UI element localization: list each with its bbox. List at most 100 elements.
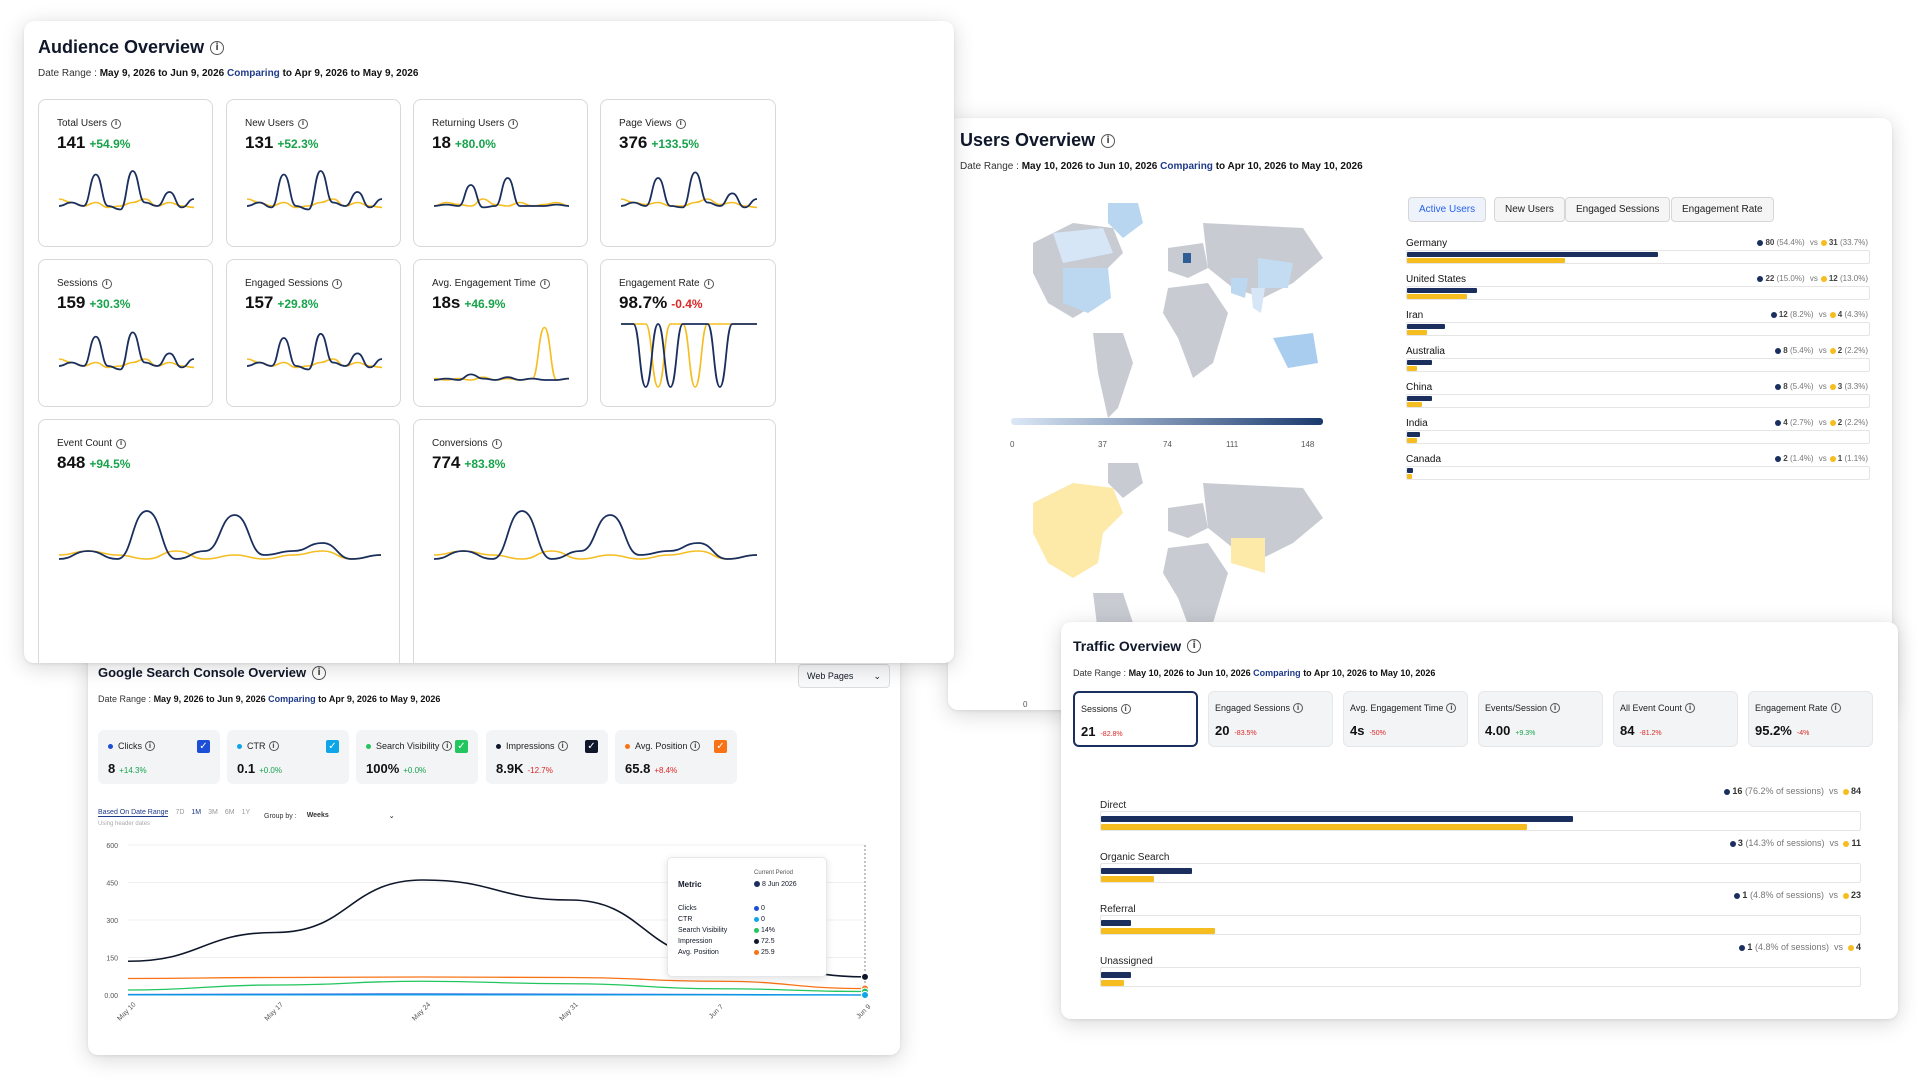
page-type-dropdown[interactable]: Web Pages ⌄	[798, 664, 890, 688]
traffic-metric-tile[interactable]: Engagement Rate i 95.2% -4%	[1748, 691, 1873, 747]
series-point[interactable]	[861, 991, 869, 999]
metric-label-wrap: Returning Users i	[432, 118, 519, 129]
vs-label: vs	[1818, 382, 1827, 391]
info-icon[interactable]: i	[101, 278, 112, 289]
checkbox-icon[interactable]: ✓	[197, 740, 210, 753]
tooltip-date: 8 Jun 2026	[754, 881, 797, 888]
range-tab-date[interactable]: Based On Date Range	[98, 809, 169, 817]
country-row[interactable]: India 4 (2.7%) vs 2 (2.2%)	[1406, 418, 1870, 450]
range-tab-1m[interactable]: 1M	[191, 809, 202, 816]
search-metric-tile[interactable]: Avg. Position i ✓ 65.8 +8.4%	[615, 730, 737, 784]
info-icon[interactable]: i	[312, 665, 327, 680]
bar-track	[1406, 250, 1870, 264]
metric-tile[interactable]: Returning Users i 18 +80.0%	[413, 99, 588, 247]
range-tab-3m[interactable]: 3M	[208, 809, 218, 816]
checkbox-icon[interactable]: ✓	[455, 740, 468, 753]
info-icon[interactable]: i	[1830, 703, 1841, 713]
metric-label: Page Views	[619, 118, 672, 129]
info-icon[interactable]: i	[1685, 703, 1696, 713]
dot-icon	[1829, 419, 1836, 426]
info-icon[interactable]: i	[116, 438, 127, 449]
metric-tile[interactable]: New Users i 131 +52.3%	[226, 99, 401, 247]
tab-new-users[interactable]: New Users	[1494, 197, 1565, 222]
metric-change: +80.0%	[454, 137, 496, 151]
info-icon[interactable]: i	[539, 278, 550, 289]
tooltip-row-label: Avg. Position	[678, 949, 719, 956]
group-by-select[interactable]: Weeks ⌄	[307, 812, 395, 820]
source-row[interactable]: Unassigned 1 (4.8% of sessions) vs 4	[1100, 942, 1861, 994]
metric-tile[interactable]: Page Views i 376 +133.5%	[600, 99, 776, 247]
audience-header: Audience Overview i Date Range : May 9, …	[38, 37, 418, 79]
search-metric-tile[interactable]: Impressions i ✓ 8.9K -12.7%	[486, 730, 608, 784]
tab-active-users[interactable]: Active Users	[1408, 197, 1487, 222]
dot-icon	[1842, 892, 1849, 899]
metric-tile[interactable]: Event Count i 848 +94.5%	[38, 419, 400, 663]
sparkline-current	[434, 177, 569, 209]
info-icon[interactable]: i	[268, 741, 279, 751]
info-icon[interactable]: i	[491, 438, 502, 449]
dot-icon	[1724, 788, 1731, 795]
map-germany	[1183, 253, 1191, 263]
checkbox-icon[interactable]: ✓	[585, 740, 598, 753]
info-icon[interactable]: i	[703, 278, 714, 289]
tab-engagement-rate[interactable]: Engagement Rate	[1671, 197, 1774, 222]
dot-icon	[1770, 311, 1777, 318]
metric-label-wrap: Event Count i	[57, 438, 127, 449]
traffic-metric-tile[interactable]: Sessions i 21 -82.8%	[1073, 691, 1198, 747]
metric-tile[interactable]: Engaged Sessions i 157 +29.8%	[226, 259, 401, 407]
source-row[interactable]: Referral 1 (4.8% of sessions) vs 23	[1100, 890, 1861, 942]
source-row[interactable]: Organic Search 3 (14.3% of sessions) vs 11	[1100, 838, 1861, 890]
info-icon[interactable]: i	[675, 118, 686, 129]
date-range-comparing: Comparing	[1160, 161, 1213, 172]
range-tab-1y[interactable]: 1Y	[241, 809, 251, 816]
info-icon[interactable]: i	[508, 118, 519, 129]
traffic-metric-tile[interactable]: Avg. Engagement Time i 4s -50%	[1343, 691, 1468, 747]
metric-tile[interactable]: Sessions i 159 +30.3%	[38, 259, 213, 407]
country-row[interactable]: Iran 12 (8.2%) vs 4 (4.3%)	[1406, 310, 1870, 342]
country-row[interactable]: Canada 2 (1.4%) vs 1 (1.1%)	[1406, 454, 1870, 486]
info-icon[interactable]: i	[332, 278, 343, 289]
info-icon[interactable]: i	[145, 741, 155, 751]
checkbox-icon[interactable]: ✓	[326, 740, 339, 753]
metric-tile[interactable]: Conversions i 774 +83.8%	[413, 419, 776, 663]
metric-tile[interactable]: Avg. Engagement Time i 18s +46.9%	[413, 259, 588, 407]
date-range-current: May 10, 2026 to Jun 10, 2026	[1021, 161, 1158, 172]
traffic-metric-tile[interactable]: Events/Session i 4.00 +9.3%	[1478, 691, 1603, 747]
range-tab-7d[interactable]: 7D	[175, 809, 185, 816]
country-row[interactable]: Australia 8 (5.4%) vs 2 (2.2%)	[1406, 346, 1870, 378]
info-icon[interactable]: i	[1187, 639, 1202, 653]
metric-tile[interactable]: Total Users i 141 +54.9%	[38, 99, 213, 247]
current-pct: (54.4%)	[1776, 238, 1805, 247]
metric-tile[interactable]: Engagement Rate i 98.7% -0.4%	[600, 259, 776, 407]
range-tab-6m[interactable]: 6M	[224, 809, 235, 816]
info-icon[interactable]: i	[690, 741, 701, 751]
info-icon[interactable]: i	[1550, 703, 1561, 713]
lower-legend-tick: 0	[1023, 700, 1028, 709]
info-icon[interactable]: i	[1293, 703, 1304, 713]
series-point[interactable]	[861, 972, 869, 981]
info-icon[interactable]: i	[297, 118, 308, 129]
info-icon[interactable]: i	[442, 741, 453, 751]
search-metric-tile[interactable]: Search Visibility i ✓ 100% +0.0%	[356, 730, 478, 784]
tab-engaged-sessions[interactable]: Engaged Sessions	[1565, 197, 1671, 222]
info-icon[interactable]: i	[1101, 133, 1116, 148]
search-metric-tile[interactable]: CTR i ✓ 0.1 +0.0%	[227, 730, 349, 784]
info-icon[interactable]: i	[1446, 703, 1457, 713]
bar-previous	[1101, 876, 1155, 882]
tile-value: 84	[1620, 723, 1635, 738]
country-row[interactable]: United States 22 (15.0%) vs 12 (13.0%)	[1406, 274, 1870, 306]
bar-track	[1100, 967, 1861, 987]
info-icon[interactable]: i	[557, 741, 568, 751]
tile-label: Sessions	[1081, 704, 1118, 714]
search-metric-tile[interactable]: Clicks i ✓ 8 +14.3%	[98, 730, 220, 784]
source-row[interactable]: Direct 16 (76.2% of sessions) vs 84	[1100, 786, 1861, 838]
country-stats: 8 (5.4%) vs 3 (3.3%)	[1775, 382, 1868, 391]
traffic-metric-tile[interactable]: Engaged Sessions i 20 -83.5%	[1208, 691, 1333, 747]
checkbox-icon[interactable]: ✓	[714, 740, 727, 753]
country-row[interactable]: Germany 80 (54.4%) vs 31 (33.7%)	[1406, 238, 1870, 270]
info-icon[interactable]: i	[111, 118, 122, 129]
info-icon[interactable]: i	[210, 40, 225, 55]
country-row[interactable]: China 8 (5.4%) vs 3 (3.3%)	[1406, 382, 1870, 414]
traffic-metric-tile[interactable]: All Event Count i 84 -81.2%	[1613, 691, 1738, 747]
info-icon[interactable]: i	[1120, 704, 1131, 714]
